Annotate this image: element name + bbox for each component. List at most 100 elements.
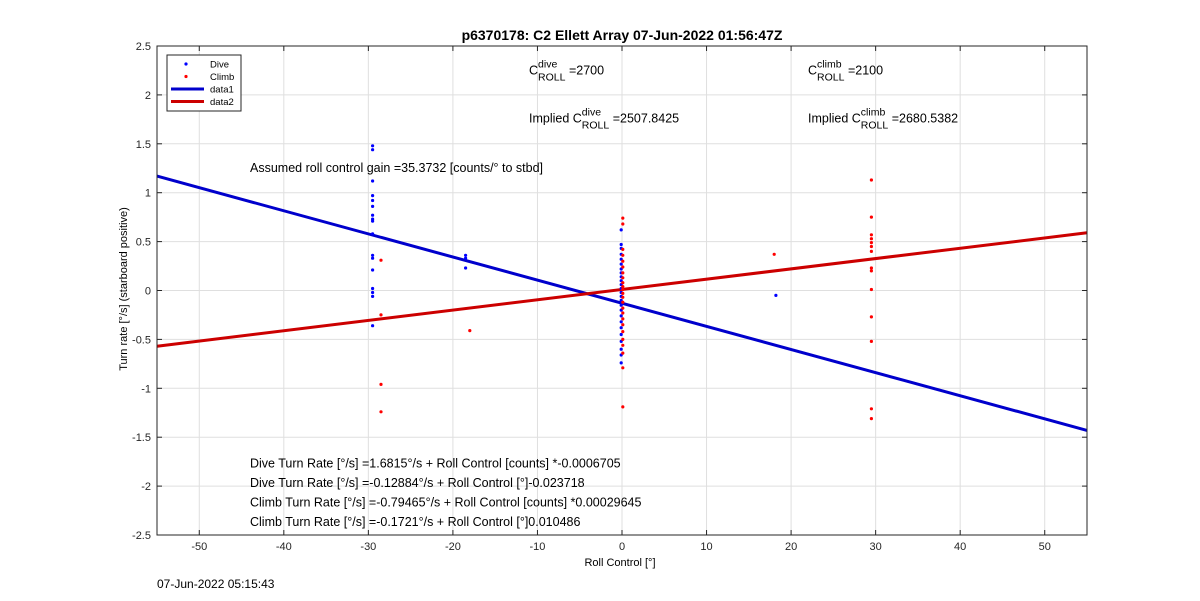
point-climb [621, 300, 625, 304]
point-climb [621, 366, 625, 370]
point-climb [869, 417, 874, 421]
y-tick-label: 2 [145, 90, 151, 102]
point-dive [371, 204, 375, 208]
point-climb [621, 351, 625, 355]
point-climb [621, 253, 625, 257]
point-climb [621, 405, 625, 409]
y-tick-label: -0.5 [132, 334, 151, 346]
x-tick-label: -30 [360, 541, 376, 553]
annotation-text: Implied Cclimb ROLL =2680.5382 [808, 106, 958, 131]
point-climb [621, 306, 625, 310]
point-dive [464, 256, 468, 260]
point-climb [379, 313, 383, 317]
print-timestamp: 07-Jun-2022 05:15:43 [157, 577, 275, 591]
point-dive [619, 314, 623, 318]
legend-marker [184, 74, 188, 79]
point-dive [371, 232, 375, 236]
point-climb [621, 311, 625, 315]
point-dive [371, 290, 375, 295]
point-climb [869, 237, 874, 241]
x-tick-label: 10 [700, 541, 712, 553]
point-climb [621, 259, 625, 263]
point-climb [869, 266, 874, 270]
point-dive [371, 213, 375, 217]
y-tick-label: -1 [141, 383, 151, 395]
point-dive [619, 332, 623, 337]
point-dive [619, 242, 623, 247]
legend-marker [184, 62, 188, 66]
annotation-text: Climb Turn Rate [°/s] =-0.79465°/s + Rol… [250, 496, 642, 510]
point-climb [621, 323, 625, 327]
point-climb [869, 315, 874, 319]
legend-label: data2 [210, 97, 234, 108]
annotation-text: Climb Turn Rate [°/s] =-0.1721°/s + Roll… [250, 515, 580, 529]
tick-labels: -50 -40 -30 -20 -10 0 10 20 30 40 50-2.5-2-1.5-1-0… [132, 41, 1087, 553]
annotation-text: Assumed roll control gain =35.3732 [coun… [250, 161, 543, 175]
y-tick-label: -2 [141, 481, 151, 493]
x-tick-label: 20 [785, 541, 797, 553]
point-climb [379, 382, 383, 386]
y-tick-label: 1.5 [136, 139, 151, 151]
x-tick-label: -50 [191, 541, 207, 553]
point-climb [772, 252, 776, 256]
point-climb [621, 276, 625, 280]
point-climb [869, 178, 874, 182]
point-climb [621, 281, 625, 285]
y-tick-label: 2.5 [136, 41, 151, 53]
point-climb [869, 339, 874, 343]
point-dive [619, 320, 623, 324]
y-tick-label: 0 [145, 286, 151, 298]
annotation-text: Dive Turn Rate [°/s] =-0.12884°/s + Roll… [250, 476, 585, 490]
point-dive [371, 148, 375, 152]
point-climb [869, 407, 874, 411]
x-tick-label: 30 [870, 541, 882, 553]
point-climb [621, 291, 625, 295]
legend-label: data1 [210, 85, 234, 96]
y-tick-label: -1.5 [132, 432, 151, 444]
x-tick-label: 40 [954, 541, 966, 553]
point-climb [621, 330, 625, 334]
point-climb [621, 247, 625, 251]
y-axis-label: Turn rate [°/s] (starboard positive) [118, 207, 130, 371]
point-climb [621, 287, 625, 292]
point-dive [371, 198, 375, 203]
point-dive [774, 293, 778, 297]
y-tick-label: 0.5 [136, 237, 151, 249]
point-dive [371, 219, 375, 223]
x-axis-label: Roll Control [°] [584, 557, 655, 569]
point-dive [619, 228, 623, 232]
legend-label: Dive [210, 60, 229, 71]
annotation-text: Cdive ROLL =2700 [529, 58, 604, 83]
point-climb [468, 329, 472, 333]
point-dive [371, 179, 375, 183]
point-dive [619, 262, 623, 266]
point-climb [621, 271, 625, 275]
point-dive [619, 303, 623, 307]
point-dive [371, 286, 375, 291]
point-dive [464, 266, 468, 270]
point-dive [371, 324, 375, 328]
point-dive [371, 256, 375, 260]
legend-label: Climb [210, 72, 234, 83]
point-climb [379, 258, 383, 262]
point-climb [621, 295, 625, 299]
chart-title: p6370178: C2 Ellett Array 07-Jun-2022 01… [462, 27, 783, 43]
point-dive [371, 253, 375, 257]
point-climb [621, 222, 625, 226]
point-dive [371, 268, 375, 272]
x-tick-label: -10 [530, 541, 546, 553]
point-dive [464, 253, 468, 257]
point-climb [621, 265, 625, 269]
x-tick-label: 50 [1039, 541, 1051, 553]
annotation-text: Implied Cdive ROLL =2507.8425 [529, 106, 679, 131]
x-tick-label: -20 [445, 541, 461, 553]
y-tick-label: -2.5 [132, 530, 151, 542]
scatter-points [371, 144, 874, 421]
annotation-text: Cclimb ROLL =2100 [808, 58, 883, 83]
point-climb [621, 285, 625, 289]
annotation-text: Dive Turn Rate [°/s] =1.6815°/s + Roll C… [250, 457, 621, 471]
point-climb [869, 287, 874, 292]
y-tick-label: 1 [145, 188, 151, 200]
